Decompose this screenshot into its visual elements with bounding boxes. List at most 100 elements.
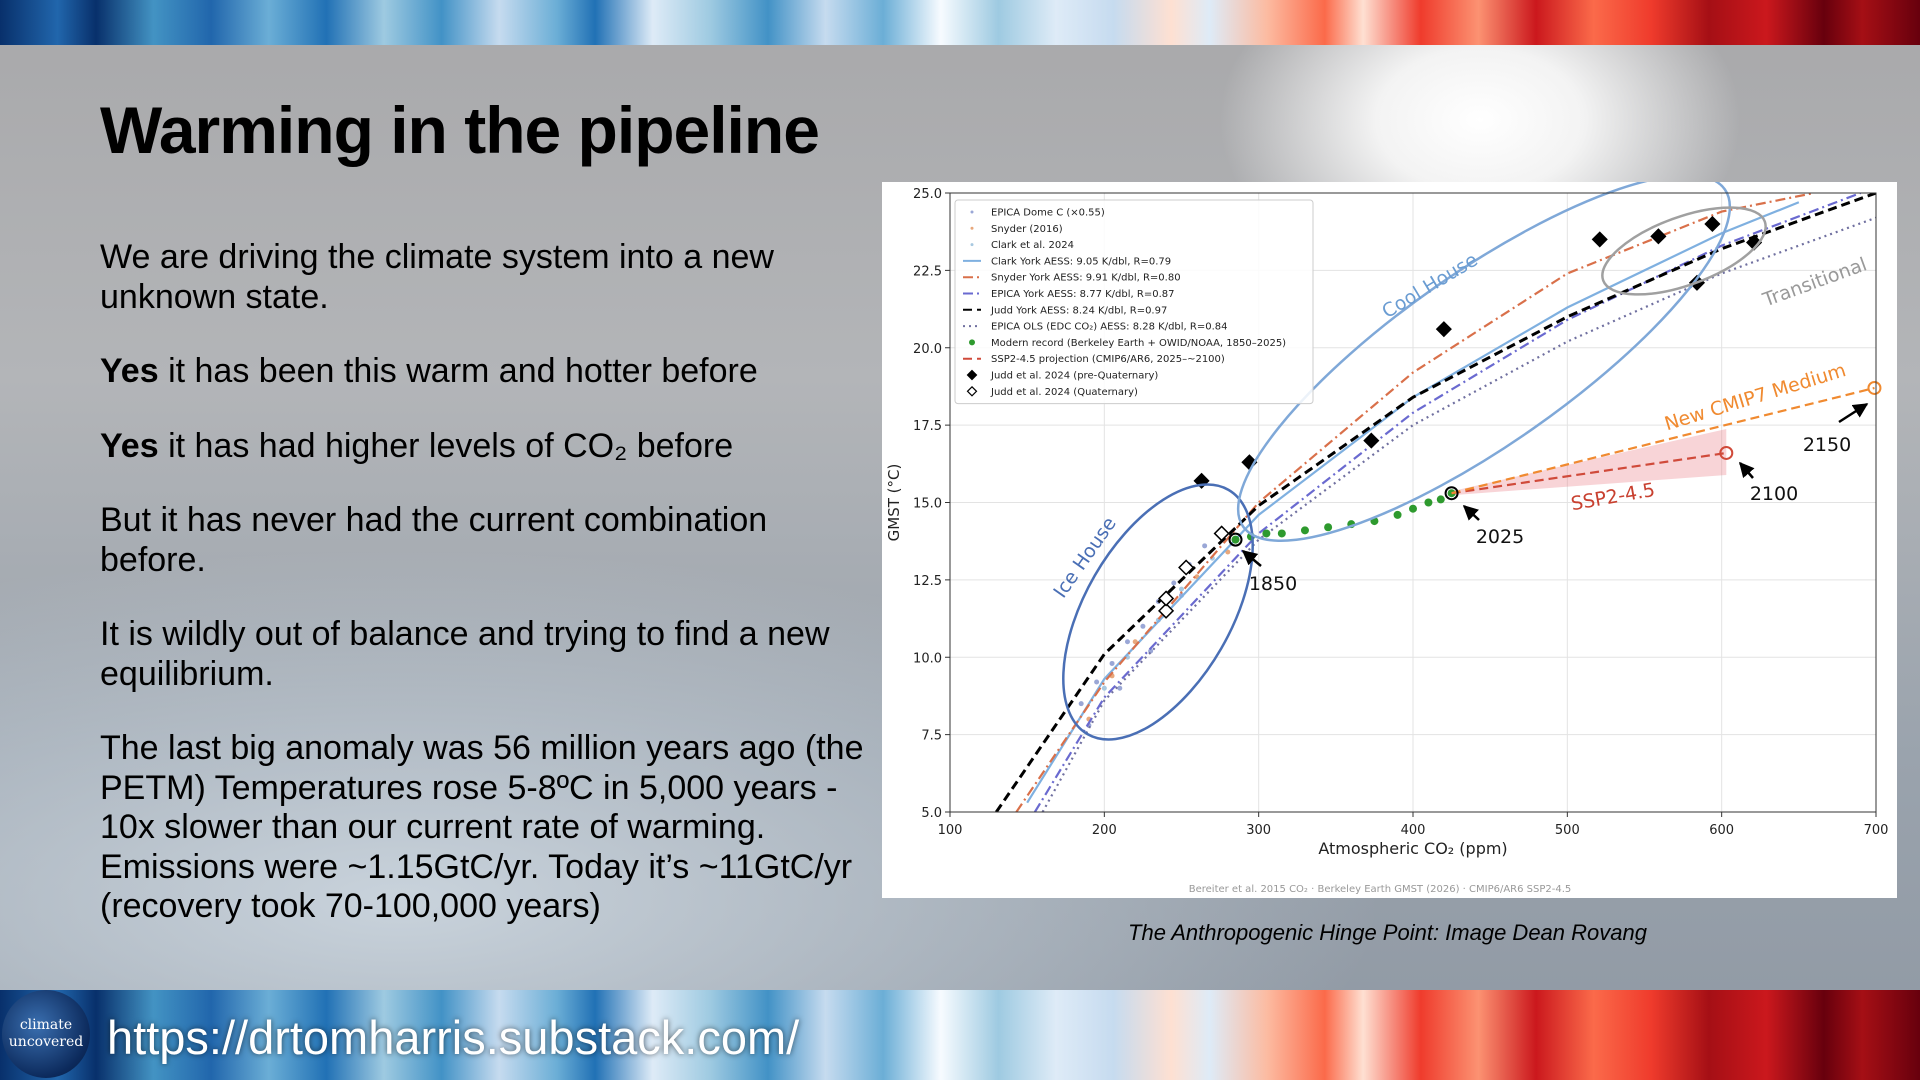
y-tick-label: 15.0 xyxy=(913,497,942,512)
series-label: New CMIP7 Medium xyxy=(1662,359,1849,435)
y-tick-label: 7.5 xyxy=(921,729,942,744)
legend-label: Clark York AESS: 9.05 K/dbl, R=0.79 xyxy=(991,256,1171,267)
fit-line xyxy=(1041,216,1876,812)
paragraph: Yes it has had higher levels of CO₂ befo… xyxy=(100,427,870,467)
endpoint-marker xyxy=(1867,380,1882,395)
data-point xyxy=(1117,685,1123,691)
legend-label: Snyder York AESS: 9.91 K/dbl, R=0.80 xyxy=(991,273,1181,284)
x-tick-label: 400 xyxy=(1401,823,1426,838)
y-tick-label: 22.5 xyxy=(913,264,942,279)
data-point xyxy=(1225,549,1231,555)
logo: climate uncovered xyxy=(2,990,90,1078)
y-tick-label: 5.0 xyxy=(921,806,942,821)
text: But it has never had the current combina… xyxy=(100,501,768,579)
arrow xyxy=(1838,402,1869,424)
data-point xyxy=(1704,215,1721,233)
legend-swatch xyxy=(969,339,975,346)
fit-line xyxy=(1451,451,1727,495)
legend-label: Modern record (Berkeley Earth + OWID/NOA… xyxy=(991,338,1286,349)
paragraph: Yes it has been this warm and hotter bef… xyxy=(100,352,870,392)
paragraph: But it has never had the current combina… xyxy=(100,501,870,580)
logo-text: climate xyxy=(19,1017,73,1033)
arrow xyxy=(1739,461,1755,479)
data-point xyxy=(1202,543,1208,549)
x-tick-label: 600 xyxy=(1709,823,1734,838)
annotation: 2100 xyxy=(1750,483,1798,505)
legend-label: EPICA OLS (EDC CO₂) AESS: 8.28 K/dbl, R=… xyxy=(991,322,1228,333)
fit-line xyxy=(1451,386,1875,495)
legend-label: Judd et al. 2024 (Quaternary) xyxy=(990,387,1138,398)
lead: Yes xyxy=(100,352,159,390)
legend-swatch xyxy=(966,369,978,381)
x-tick-label: 300 xyxy=(1246,823,1271,838)
legend-label: SSP2-4.5 projection (CMIP6/AR6, 2025–~21… xyxy=(991,354,1225,365)
uncertainty-band xyxy=(1451,428,1727,496)
annotation: Ice House xyxy=(1049,513,1121,602)
text: We are driving the climate system into a… xyxy=(100,238,774,316)
data-point xyxy=(1178,559,1195,576)
data-point xyxy=(1140,623,1146,629)
source-note: Bereiter et al. 2015 CO₂ · Berkeley Eart… xyxy=(1189,884,1572,895)
data-point xyxy=(1231,535,1240,544)
data-point xyxy=(1094,679,1100,685)
y-tick-label: 17.5 xyxy=(913,419,942,434)
data-point xyxy=(1324,523,1333,532)
legend-swatch xyxy=(970,243,974,247)
text: It is wildly out of balance and trying t… xyxy=(100,615,830,693)
data-point xyxy=(1435,321,1452,338)
annotation: 1850 xyxy=(1249,573,1297,595)
paragraph: We are driving the climate system into a… xyxy=(100,238,870,317)
data-point xyxy=(1650,228,1667,245)
plot-frame xyxy=(949,192,1877,813)
annotation: 2025 xyxy=(1476,526,1524,548)
caption: The Anthropogenic Hinge Point: Image Dea… xyxy=(1128,920,1647,945)
transitional-ellipse xyxy=(1601,206,1767,296)
data-point xyxy=(1262,529,1271,538)
data-point xyxy=(1393,510,1402,519)
logo-text: uncovered xyxy=(8,1034,84,1050)
cool-house-ellipse xyxy=(1236,182,1732,543)
data-point xyxy=(1179,586,1184,592)
y-tick-label: 10.0 xyxy=(913,651,942,666)
arrow xyxy=(1462,504,1480,521)
paragraph: It is wildly out of balance and trying t… xyxy=(100,615,870,694)
data-point xyxy=(1101,685,1107,691)
warming-stripes xyxy=(0,990,1920,1080)
warming-stripes xyxy=(0,0,1920,45)
body-text: We are driving the climate system into a… xyxy=(100,238,870,962)
legend-swatch xyxy=(966,385,978,397)
data-point xyxy=(1409,504,1417,513)
year-marker xyxy=(1228,532,1243,547)
y-tick-label: 25.0 xyxy=(913,187,942,202)
x-tick-label: 200 xyxy=(1092,823,1117,838)
fit-line xyxy=(1015,193,1815,812)
legend-label: Snyder (2016) xyxy=(991,224,1063,235)
data-point xyxy=(1158,602,1175,619)
text: The last big anomaly was 56 million year… xyxy=(100,729,864,925)
year-marker xyxy=(1444,486,1459,501)
data-point xyxy=(1109,660,1115,666)
legend-swatch xyxy=(970,226,974,230)
data-point xyxy=(1277,529,1286,538)
text: it has had higher levels of CO₂ before xyxy=(168,426,734,465)
y-axis-label: GMST (°C) xyxy=(885,464,903,542)
legend-box xyxy=(954,199,1314,405)
slide-title: Warming in the pipeline xyxy=(100,93,820,167)
legend-label: EPICA York AESS: 8.77 K/dbl, R=0.87 xyxy=(991,289,1174,300)
legend-swatch xyxy=(970,210,974,214)
legend-label: Judd York AESS: 8.24 K/dbl, R=0.97 xyxy=(990,305,1167,316)
data-point xyxy=(1300,526,1309,535)
chart: 100 200 300 400 500 600 700 5.0 7.5 10.0 12.5 15.0 1… xyxy=(882,182,1897,898)
x-axis-label: Atmospheric CO₂ (ppm) xyxy=(1318,839,1507,858)
data-point xyxy=(1436,495,1445,504)
url: https://drtomharris.substack.com/ xyxy=(107,1011,800,1064)
x-tick-label: 500 xyxy=(1555,823,1580,838)
lead: Yes xyxy=(100,426,159,465)
x-tick-label: 100 xyxy=(938,823,963,838)
annotation: Cool House xyxy=(1378,249,1481,323)
data-point xyxy=(1213,525,1230,542)
y-tick-label: 20.0 xyxy=(913,342,942,357)
paragraph: The last big anomaly was 56 million year… xyxy=(100,729,870,927)
arrow xyxy=(1241,550,1262,567)
